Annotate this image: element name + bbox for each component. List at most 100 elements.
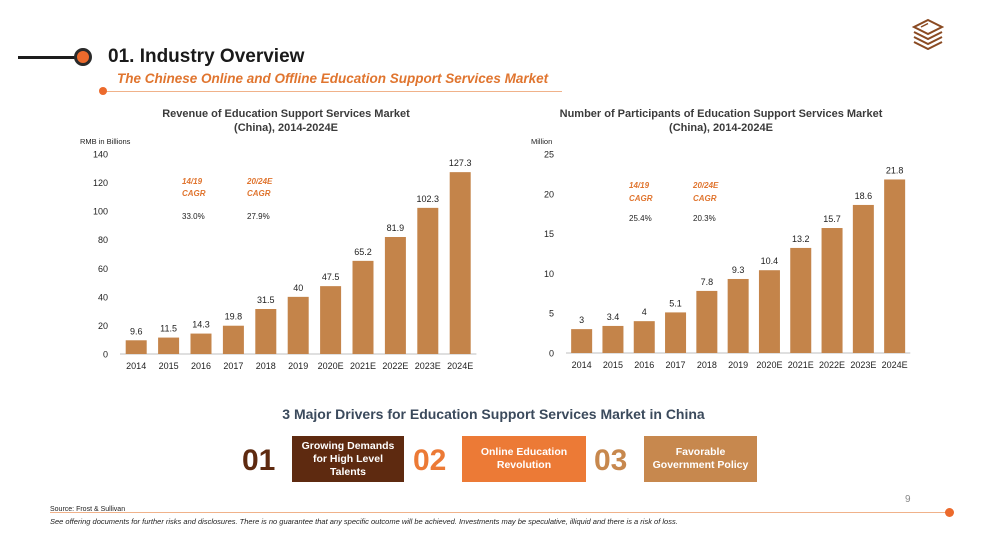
chart1-bar: [449, 172, 471, 354]
chart2-ytick-label: 15: [544, 229, 554, 239]
chart2-ytick-label: 5: [549, 309, 554, 319]
chart1-cagr-label: CAGR: [182, 189, 206, 198]
driver-box-1: Growing Demands for High Level Talents: [292, 436, 404, 482]
chart2-cagr-value: 25.4%: [629, 214, 652, 223]
chart2-bar: [727, 278, 749, 353]
chart2-bar: [790, 247, 812, 353]
chart1-x-tick-label: 2022E: [382, 361, 408, 371]
chart1-ytick-label: 40: [98, 292, 108, 302]
chart1-data-label: 65.2: [354, 247, 372, 257]
chart1-bar: [158, 337, 180, 354]
driver-box-2: Online Education Revolution: [462, 436, 586, 482]
driver-box-3: Favorable Government Policy: [644, 436, 757, 482]
chart1-title: Revenue of Education Support Services Ma…: [162, 108, 410, 120]
drivers-title: 3 Major Drivers for Education Support Se…: [282, 406, 705, 422]
page-subtitle: The Chinese Online and Offline Education…: [117, 71, 549, 86]
chart2-subtitle: (China), 2014-2024E: [669, 122, 773, 134]
chart2-data-label: 18.6: [855, 191, 873, 201]
chart2-cagr-value: 20.3%: [693, 214, 716, 223]
chart2-bar: [696, 290, 718, 353]
driver-number-2: 02: [413, 444, 447, 477]
chart1-x-tick-label: 2017: [223, 361, 243, 371]
disclaimer: See offering documents for further risks…: [50, 517, 678, 526]
chart1-ytick-label: 20: [98, 321, 108, 331]
chart2-data-label: 3.4: [607, 312, 620, 322]
chart1-x-tick-label: 2024E: [447, 361, 473, 371]
chart1-data-label: 31.5: [257, 295, 275, 305]
chart2-bar: [758, 270, 780, 353]
chart1-bar: [255, 309, 277, 354]
chart1-x-tick-label: 2016: [191, 361, 211, 371]
chart2-data-label: 4: [642, 307, 647, 317]
chart1-ytick-label: 60: [98, 264, 108, 274]
chart2-data-label: 13.2: [792, 234, 810, 244]
chart2-data-label: 9.3: [732, 265, 745, 275]
chart1-ytick-label: 0: [103, 350, 108, 360]
chart1-bar: [287, 296, 309, 354]
chart2-x-tick-label: 2017: [666, 360, 686, 370]
chart1-ytick-label: 140: [93, 150, 108, 160]
chart1-x-tick-label: 2015: [159, 361, 179, 371]
chart1-cagr-value: 33.0%: [182, 212, 205, 221]
chart1-data-label: 47.5: [322, 272, 340, 282]
chart1-data-label: 11.5: [160, 324, 177, 334]
stacked-layers-logo-icon: [912, 18, 944, 50]
source-note: Source: Frost & Sullivan: [50, 506, 126, 513]
chart2-x-tick-label: 2022E: [819, 360, 845, 370]
chart1-cagr-value: 27.9%: [247, 212, 270, 221]
chart1-data-label: 102.3: [417, 194, 440, 204]
chart2-x-tick-label: 2016: [634, 360, 654, 370]
chart1-x-tick-label: 2019: [288, 361, 308, 371]
subtitle-underline: [102, 91, 562, 92]
chart2-cagr-period: 14/19: [629, 181, 650, 190]
chart2-cagr-period: 20/24E: [692, 181, 719, 190]
chart2-data-label: 7.8: [701, 277, 714, 287]
chart2-bar: [852, 204, 874, 353]
chart2-cagr-label: CAGR: [629, 194, 653, 203]
header-accent-dot: [74, 48, 92, 66]
chart1-bar: [222, 325, 244, 354]
footer-dot: [945, 508, 954, 517]
chart2-x-tick-label: 2018: [697, 360, 717, 370]
chart1-ytick-label: 120: [93, 178, 108, 188]
chart1-x-tick-label: 2023E: [415, 361, 441, 371]
driver-number-3: 03: [594, 444, 628, 477]
chart2-x-tick-label: 2019: [728, 360, 748, 370]
chart2-ytick-label: 25: [544, 150, 554, 160]
chart2-x-tick-label: 2021E: [788, 360, 814, 370]
chart2-x-tick-label: 2023E: [850, 360, 876, 370]
chart1-data-label: 19.8: [225, 312, 243, 322]
chart2-x-tick-label: 2014: [572, 360, 592, 370]
chart1-bar: [190, 333, 212, 354]
chart2-data-label: 21.8: [886, 165, 904, 175]
chart2-bar: [884, 179, 906, 353]
chart1-ytick-label: 80: [98, 235, 108, 245]
chart1-data-label: 40: [293, 283, 303, 293]
chart1-data-label: 9.6: [130, 326, 143, 336]
header-accent-line: [18, 56, 76, 59]
chart1-ytick-label: 100: [93, 207, 108, 217]
chart2-ylabel: Million: [531, 137, 552, 146]
chart2-x-tick-label: 2020E: [756, 360, 782, 370]
chart1-bar: [384, 237, 406, 354]
chart2-bar: [602, 325, 624, 353]
chart2-bar: [665, 312, 687, 353]
chart1-ylabel: RMB in Billions: [80, 137, 131, 146]
chart2-data-label: 10.4: [761, 256, 779, 266]
chart1-bar: [125, 340, 147, 354]
page-title: 01. Industry Overview: [108, 46, 305, 67]
chart2-bar: [571, 329, 593, 353]
chart2-ytick-label: 10: [544, 269, 554, 279]
chart2-x-tick-label: 2015: [603, 360, 623, 370]
chart2-bar: [821, 228, 843, 353]
chart1-cagr-period: 20/24E: [246, 177, 273, 186]
chart1-data-label: 127.3: [449, 158, 472, 168]
chart2-x-tick-label: 2024E: [882, 360, 908, 370]
chart1-subtitle: (China), 2014-2024E: [234, 122, 338, 134]
chart2-ytick-label: 20: [544, 189, 554, 199]
page-number: 9: [905, 494, 911, 505]
chart1-x-tick-label: 2021E: [350, 361, 376, 371]
chart1-x-tick-label: 2014: [126, 361, 146, 371]
chart1-bar: [417, 207, 439, 354]
